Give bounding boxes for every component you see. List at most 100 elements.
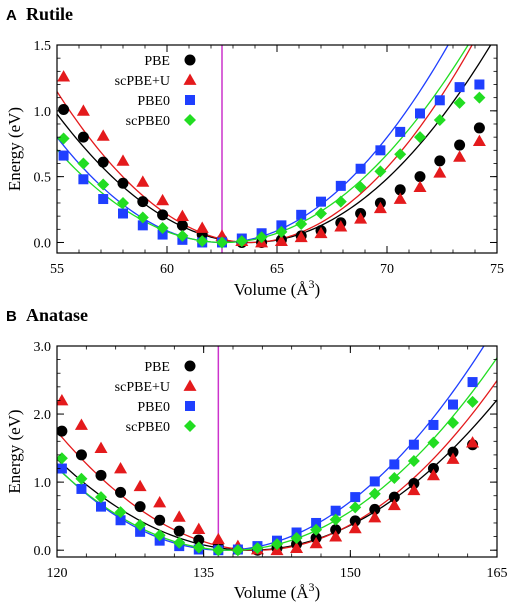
legend-marker-scpbe0 xyxy=(184,420,196,432)
data-point-scpbe-u xyxy=(373,201,387,214)
data-point-scpbe0 xyxy=(212,544,225,557)
data-point-pbe0 xyxy=(454,82,465,93)
data-point-scpbe0 xyxy=(57,452,68,465)
data-point-pbe0 xyxy=(157,229,168,240)
data-point-scpbe0 xyxy=(394,148,407,161)
data-point-pbe xyxy=(77,131,89,143)
data-point-pbe0 xyxy=(276,220,287,231)
data-point-pbe0 xyxy=(408,439,419,450)
data-point-pbe0 xyxy=(448,399,458,410)
data-point-scpbe0 xyxy=(95,491,107,504)
data-point-scpbe0 xyxy=(354,181,367,194)
x-tick-label: 65 xyxy=(270,262,284,277)
legend-marker-pbe xyxy=(184,54,196,66)
legend-label-pbe0: PBE0 xyxy=(137,94,170,109)
data-point-scpbe-u xyxy=(74,418,88,430)
data-point-scpbe0 xyxy=(473,91,486,104)
data-point-scpbe0 xyxy=(453,96,466,109)
data-point-scpbe0 xyxy=(57,132,70,145)
data-point-pbe xyxy=(330,524,342,536)
data-point-scpbe-u xyxy=(290,541,304,554)
data-point-pbe xyxy=(75,449,87,461)
legend-label-pbe: PBE xyxy=(144,54,170,69)
data-point-scpbe-u xyxy=(175,209,189,222)
legend-label-scpbe0: scPBE0 xyxy=(126,114,170,129)
data-point-pbe xyxy=(434,155,446,167)
y-tick-label: 3.0 xyxy=(34,340,52,355)
data-point-scpbe0 xyxy=(315,207,327,220)
data-point-pbe xyxy=(173,525,185,537)
data-point-scpbe-u xyxy=(433,166,447,178)
data-point-scpbe0 xyxy=(136,211,149,224)
data-point-scpbe-u xyxy=(133,479,147,492)
panel-title: Anatase xyxy=(26,305,88,325)
data-point-scpbe-u xyxy=(472,134,486,146)
data-point-pbe0 xyxy=(78,174,89,185)
legend-marker-scpbe0 xyxy=(184,114,196,126)
data-point-scpbe0 xyxy=(334,195,347,208)
x-tick-label: 165 xyxy=(487,566,508,581)
data-point-pbe xyxy=(134,501,146,513)
y-axis-label: Energy (eV) xyxy=(5,107,24,191)
data-point-scpbe-u xyxy=(76,104,90,116)
data-point-scpbe0 xyxy=(117,196,129,209)
data-point-pbe0 xyxy=(137,220,148,231)
data-point-scpbe0 xyxy=(216,236,228,249)
y-tick-label: 1.5 xyxy=(34,39,52,54)
data-point-scpbe0 xyxy=(447,416,459,429)
data-point-scpbe-u xyxy=(114,462,128,474)
data-point-pbe0 xyxy=(389,459,400,470)
data-point-scpbe0 xyxy=(196,235,209,248)
x-tick-label: 150 xyxy=(340,566,361,581)
panel-a: A Rutile 55 60 65 70 75 0.0 0.5 1.0 1.5 Volume (Å3)… xyxy=(5,4,504,299)
data-point-scpbe-u xyxy=(393,192,407,204)
data-point-scpbe-u xyxy=(407,483,421,496)
data-point-scpbe0 xyxy=(290,531,303,544)
data-point-pbe0 xyxy=(335,180,346,191)
data-point-scpbe-u xyxy=(195,221,209,233)
data-point-scpbe-u xyxy=(294,230,308,243)
data-point-pbe0 xyxy=(316,196,326,207)
x-tick-label: 120 xyxy=(47,566,68,581)
legend-label-scpbe0: scPBE0 xyxy=(126,420,170,435)
data-point-scpbe-u xyxy=(94,441,108,453)
x-tick-label: 75 xyxy=(490,262,504,277)
data-point-pbe xyxy=(193,534,205,546)
data-point-scpbe-u xyxy=(136,175,150,187)
data-point-pbe xyxy=(394,184,406,196)
data-point-pbe0 xyxy=(115,515,126,526)
data-point-pbe xyxy=(154,514,166,526)
data-point-pbe0 xyxy=(467,377,478,388)
legend-label-pbe0: PBE0 xyxy=(137,400,170,415)
legend-marker-pbe0 xyxy=(185,95,195,105)
data-point-pbe xyxy=(473,122,485,134)
data-point-pbe xyxy=(388,491,400,503)
data-point-scpbe-u xyxy=(453,150,467,162)
data-point-pbe0 xyxy=(474,79,485,90)
data-point-scpbe-u xyxy=(211,532,225,545)
x-tick-label: 55 xyxy=(50,262,64,277)
data-point-pbe xyxy=(349,515,361,527)
data-point-scpbe0 xyxy=(97,178,110,191)
data-point-pbe0 xyxy=(428,419,439,430)
data-point-scpbe-u xyxy=(426,468,440,481)
data-point-scpbe-u xyxy=(96,129,110,141)
data-point-scpbe0 xyxy=(114,506,127,519)
data-point-pbe xyxy=(369,503,381,515)
data-point-pbe0 xyxy=(76,483,87,494)
data-point-scpbe0 xyxy=(427,436,440,449)
data-point-scpbe-u xyxy=(334,220,348,232)
data-point-pbe0 xyxy=(415,108,425,119)
data-point-pbe0 xyxy=(375,145,386,156)
data-point-scpbe0 xyxy=(75,472,88,485)
data-point-scpbe-u xyxy=(309,536,323,549)
data-point-pbe xyxy=(57,425,68,437)
data-point-scpbe0 xyxy=(176,229,189,242)
data-point-scpbe-u xyxy=(466,436,480,448)
data-point-scpbe-u xyxy=(314,226,328,239)
data-point-scpbe-u xyxy=(57,70,71,82)
data-point-scpbe0 xyxy=(407,455,420,468)
legend: PBE scPBE+U PBE0 scPBE0 xyxy=(115,360,197,435)
y-axis-label: Energy (eV) xyxy=(5,409,24,493)
data-point-scpbe0 xyxy=(374,165,387,178)
